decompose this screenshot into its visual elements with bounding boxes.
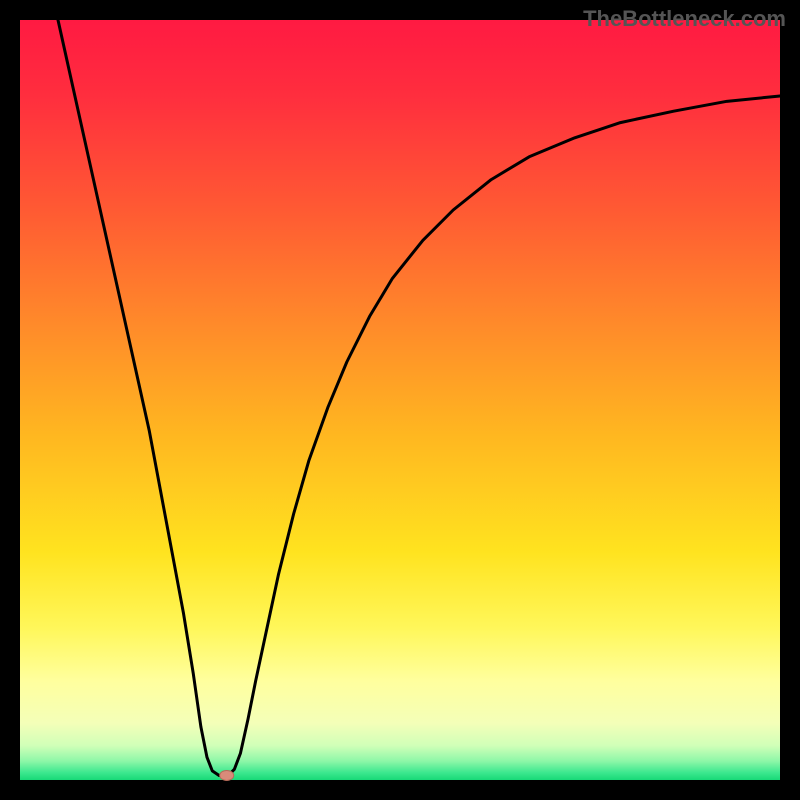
plot-background	[20, 20, 780, 780]
chart-container: TheBottleneck.com	[0, 0, 800, 800]
optimal-point-marker	[220, 770, 234, 780]
bottleneck-chart	[0, 0, 800, 800]
